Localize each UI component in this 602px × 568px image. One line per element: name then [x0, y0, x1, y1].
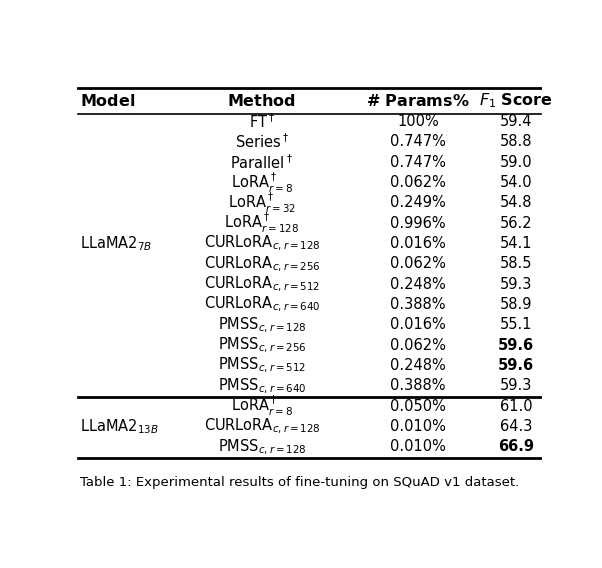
Text: $\mathbf{\#\ Params\%}$: $\mathbf{\#\ Params\%}$ — [367, 93, 470, 109]
Text: 100%: 100% — [397, 114, 439, 129]
Text: $\mathrm{LoRA}^\dagger_{r=32}$: $\mathrm{LoRA}^\dagger_{r=32}$ — [228, 191, 296, 215]
Text: 0.388%: 0.388% — [391, 378, 446, 394]
Text: $\mathrm{CURLoRA}_{c,r=256}$: $\mathrm{CURLoRA}_{c,r=256}$ — [203, 254, 320, 274]
Text: $\mathrm{FT}^\dagger$: $\mathrm{FT}^\dagger$ — [249, 112, 275, 131]
Text: 66.9: 66.9 — [498, 440, 534, 454]
Text: 54.8: 54.8 — [500, 195, 532, 210]
Text: $\mathrm{CURLoRA}_{c,r=128}$: $\mathrm{CURLoRA}_{c,r=128}$ — [203, 417, 320, 436]
Text: $\mathrm{PMSS}_{c,r=128}$: $\mathrm{PMSS}_{c,r=128}$ — [217, 315, 306, 335]
Text: 54.0: 54.0 — [500, 175, 532, 190]
Text: 0.248%: 0.248% — [390, 277, 446, 292]
Text: $\boldsymbol{F_1}\ \mathbf{Score}$: $\boldsymbol{F_1}\ \mathbf{Score}$ — [479, 91, 553, 110]
Text: Table 1: Experimental results of fine-tuning on SQuAD v1 dataset.: Table 1: Experimental results of fine-tu… — [80, 475, 519, 488]
Text: 0.248%: 0.248% — [390, 358, 446, 373]
Text: $\mathrm{LLaMA2}_{13B}$: $\mathrm{LLaMA2}_{13B}$ — [80, 417, 159, 436]
Text: $\mathrm{Parallel}^\dagger$: $\mathrm{Parallel}^\dagger$ — [231, 153, 293, 172]
Text: 58.8: 58.8 — [500, 135, 532, 149]
Text: 59.6: 59.6 — [498, 338, 534, 353]
Text: $\mathrm{CURLoRA}_{c,r=640}$: $\mathrm{CURLoRA}_{c,r=640}$ — [203, 295, 320, 314]
Text: 59.6: 59.6 — [498, 358, 534, 373]
Text: 0.010%: 0.010% — [390, 440, 446, 454]
Text: $\mathrm{CURLoRA}_{c,r=512}$: $\mathrm{CURLoRA}_{c,r=512}$ — [203, 274, 320, 294]
Text: 0.062%: 0.062% — [390, 338, 446, 353]
Text: $\mathrm{LoRA}^\dagger_{r=8}$: $\mathrm{LoRA}^\dagger_{r=8}$ — [231, 170, 293, 195]
Text: 58.9: 58.9 — [500, 297, 532, 312]
Text: 59.3: 59.3 — [500, 378, 532, 394]
Text: 0.010%: 0.010% — [390, 419, 446, 434]
Text: $\mathbf{Model}$: $\mathbf{Model}$ — [80, 93, 135, 109]
Text: 0.062%: 0.062% — [390, 175, 446, 190]
Text: $\mathrm{Series}^\dagger$: $\mathrm{Series}^\dagger$ — [235, 132, 289, 151]
Text: 0.747%: 0.747% — [390, 154, 446, 170]
Text: 0.996%: 0.996% — [390, 216, 446, 231]
Text: 59.4: 59.4 — [500, 114, 532, 129]
Text: $\mathrm{PMSS}_{c,r=128}$: $\mathrm{PMSS}_{c,r=128}$ — [217, 437, 306, 457]
Text: 56.2: 56.2 — [500, 216, 532, 231]
Text: 64.3: 64.3 — [500, 419, 532, 434]
Text: 59.3: 59.3 — [500, 277, 532, 292]
Text: 0.050%: 0.050% — [390, 399, 446, 414]
Text: 0.249%: 0.249% — [390, 195, 446, 210]
Text: 55.1: 55.1 — [500, 318, 532, 332]
Text: $\mathrm{PMSS}_{c,r=640}$: $\mathrm{PMSS}_{c,r=640}$ — [217, 376, 306, 395]
Text: $\mathrm{LoRA}^\dagger_{r=128}$: $\mathrm{LoRA}^\dagger_{r=128}$ — [225, 211, 299, 235]
Text: 54.1: 54.1 — [500, 236, 532, 251]
Text: 0.062%: 0.062% — [390, 256, 446, 272]
Text: 0.388%: 0.388% — [391, 297, 446, 312]
Text: 61.0: 61.0 — [500, 399, 532, 414]
Text: $\mathbf{Method}$: $\mathbf{Method}$ — [228, 93, 296, 109]
Text: 0.747%: 0.747% — [390, 135, 446, 149]
Text: $\mathrm{PMSS}_{c,r=256}$: $\mathrm{PMSS}_{c,r=256}$ — [217, 336, 306, 355]
Text: $\mathrm{PMSS}_{c,r=512}$: $\mathrm{PMSS}_{c,r=512}$ — [218, 356, 306, 375]
Text: $\mathrm{LLaMA2}_{7B}$: $\mathrm{LLaMA2}_{7B}$ — [80, 234, 152, 253]
Text: $\mathrm{CURLoRA}_{c,r=128}$: $\mathrm{CURLoRA}_{c,r=128}$ — [203, 234, 320, 253]
Text: 59.0: 59.0 — [500, 154, 532, 170]
Text: 58.5: 58.5 — [500, 256, 532, 272]
Text: 0.016%: 0.016% — [390, 236, 446, 251]
Text: 0.016%: 0.016% — [390, 318, 446, 332]
Text: $\mathrm{LoRA}^\dagger_{r=8}$: $\mathrm{LoRA}^\dagger_{r=8}$ — [231, 394, 293, 418]
